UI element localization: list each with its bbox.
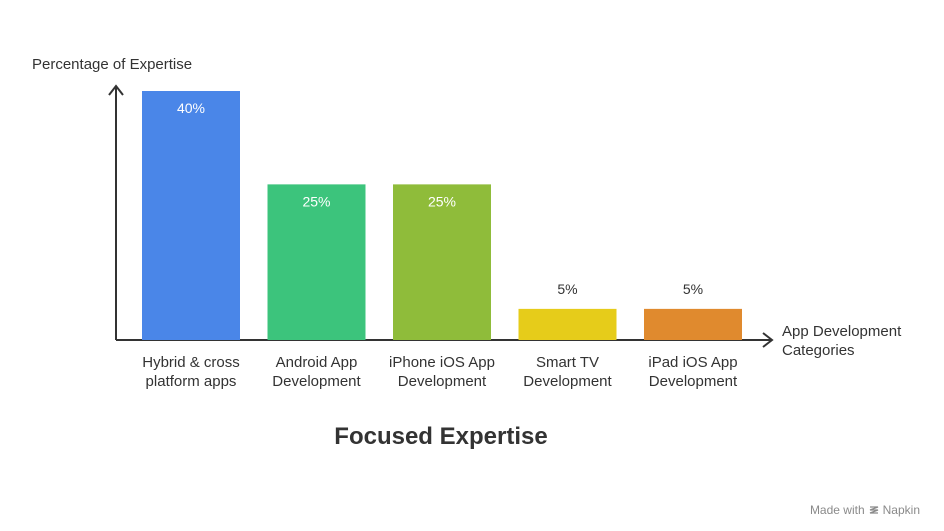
category-label-line: iPad iOS App	[648, 354, 737, 371]
category-label-line: Smart TV	[536, 354, 599, 371]
category-label: iPad iOS App Development	[648, 354, 738, 390]
y-axis-label: Percentage of Expertise	[32, 56, 192, 73]
x-axis-arrow-icon	[762, 332, 774, 348]
watermark-text: Made with	[809, 503, 865, 517]
bar	[142, 91, 240, 340]
bar	[518, 308, 617, 340]
watermark: Made with Napkin	[810, 503, 920, 517]
watermark-brand: Napkin	[882, 503, 920, 517]
category-label-line: Development	[523, 373, 612, 390]
category-label-line: Hybrid & cross	[142, 354, 240, 371]
bar	[644, 308, 742, 340]
category-label-line: Android App	[276, 354, 358, 371]
value-labels-group: 40% 25% 25% 5% 5%	[177, 100, 703, 297]
category-label: Hybrid & cross platform apps	[142, 354, 240, 390]
category-label: Android App Development	[272, 354, 361, 390]
napkin-logo-icon	[869, 506, 878, 514]
category-label-line: platform apps	[146, 373, 237, 390]
category-label-line: Development	[398, 373, 487, 390]
category-labels-group: Hybrid & cross platform apps Android App De…	[142, 354, 738, 390]
x-axis-label-line: Categories	[782, 342, 855, 359]
bars-group	[142, 91, 742, 340]
category-label-line: Development	[649, 373, 738, 390]
bar-value-label: 40%	[177, 100, 205, 116]
category-label-line: Development	[272, 373, 361, 390]
bar-value-label: 25%	[428, 193, 456, 209]
chart-title: Focused Expertise	[334, 423, 547, 450]
bar	[267, 184, 366, 340]
bar-value-label: 25%	[302, 193, 330, 209]
x-axis-label-line: App Development	[782, 323, 902, 340]
x-axis-label: App Development Categories	[782, 323, 905, 359]
category-label: iPhone iOS App Development	[389, 354, 495, 390]
y-axis-arrow-icon	[108, 84, 124, 96]
category-label-line: iPhone iOS App	[389, 354, 495, 371]
bar-value-label: 5%	[557, 281, 577, 297]
bar	[393, 184, 491, 340]
bar-value-label: 5%	[683, 281, 703, 297]
category-label: Smart TV Development	[523, 354, 612, 390]
